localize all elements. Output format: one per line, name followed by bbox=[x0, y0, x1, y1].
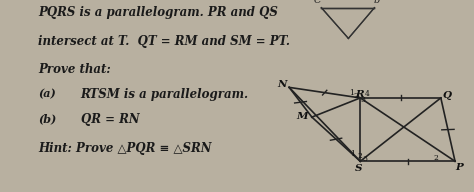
Text: N: N bbox=[277, 80, 287, 89]
Text: Q: Q bbox=[442, 92, 451, 100]
Text: b: b bbox=[374, 0, 380, 5]
Text: 1: 1 bbox=[349, 89, 354, 97]
Text: Prove that:: Prove that: bbox=[38, 63, 110, 76]
Text: 2: 2 bbox=[358, 152, 363, 160]
Text: P: P bbox=[455, 163, 463, 171]
Text: S: S bbox=[355, 164, 363, 173]
Text: PQRS is a parallelogram. PR and QS: PQRS is a parallelogram. PR and QS bbox=[38, 6, 278, 19]
Text: 2: 2 bbox=[434, 154, 438, 162]
Text: R: R bbox=[355, 90, 364, 98]
Text: (b): (b) bbox=[38, 113, 56, 124]
Text: Hint: Prove △PQR ≡ △SRN: Hint: Prove △PQR ≡ △SRN bbox=[38, 142, 211, 155]
Text: (a): (a) bbox=[38, 88, 55, 99]
Text: 2: 2 bbox=[353, 92, 358, 100]
Text: 4: 4 bbox=[365, 90, 370, 98]
Text: 3: 3 bbox=[360, 96, 365, 104]
Text: 1: 1 bbox=[350, 150, 355, 158]
Text: M: M bbox=[297, 112, 308, 121]
Text: 3: 3 bbox=[363, 155, 367, 163]
Text: C: C bbox=[314, 0, 321, 5]
Text: QR = RN: QR = RN bbox=[81, 113, 139, 126]
Text: intersect at T.  QT = RM and SM = PT.: intersect at T. QT = RM and SM = PT. bbox=[38, 35, 290, 48]
Text: RTSM is a parallelogram.: RTSM is a parallelogram. bbox=[81, 88, 249, 101]
